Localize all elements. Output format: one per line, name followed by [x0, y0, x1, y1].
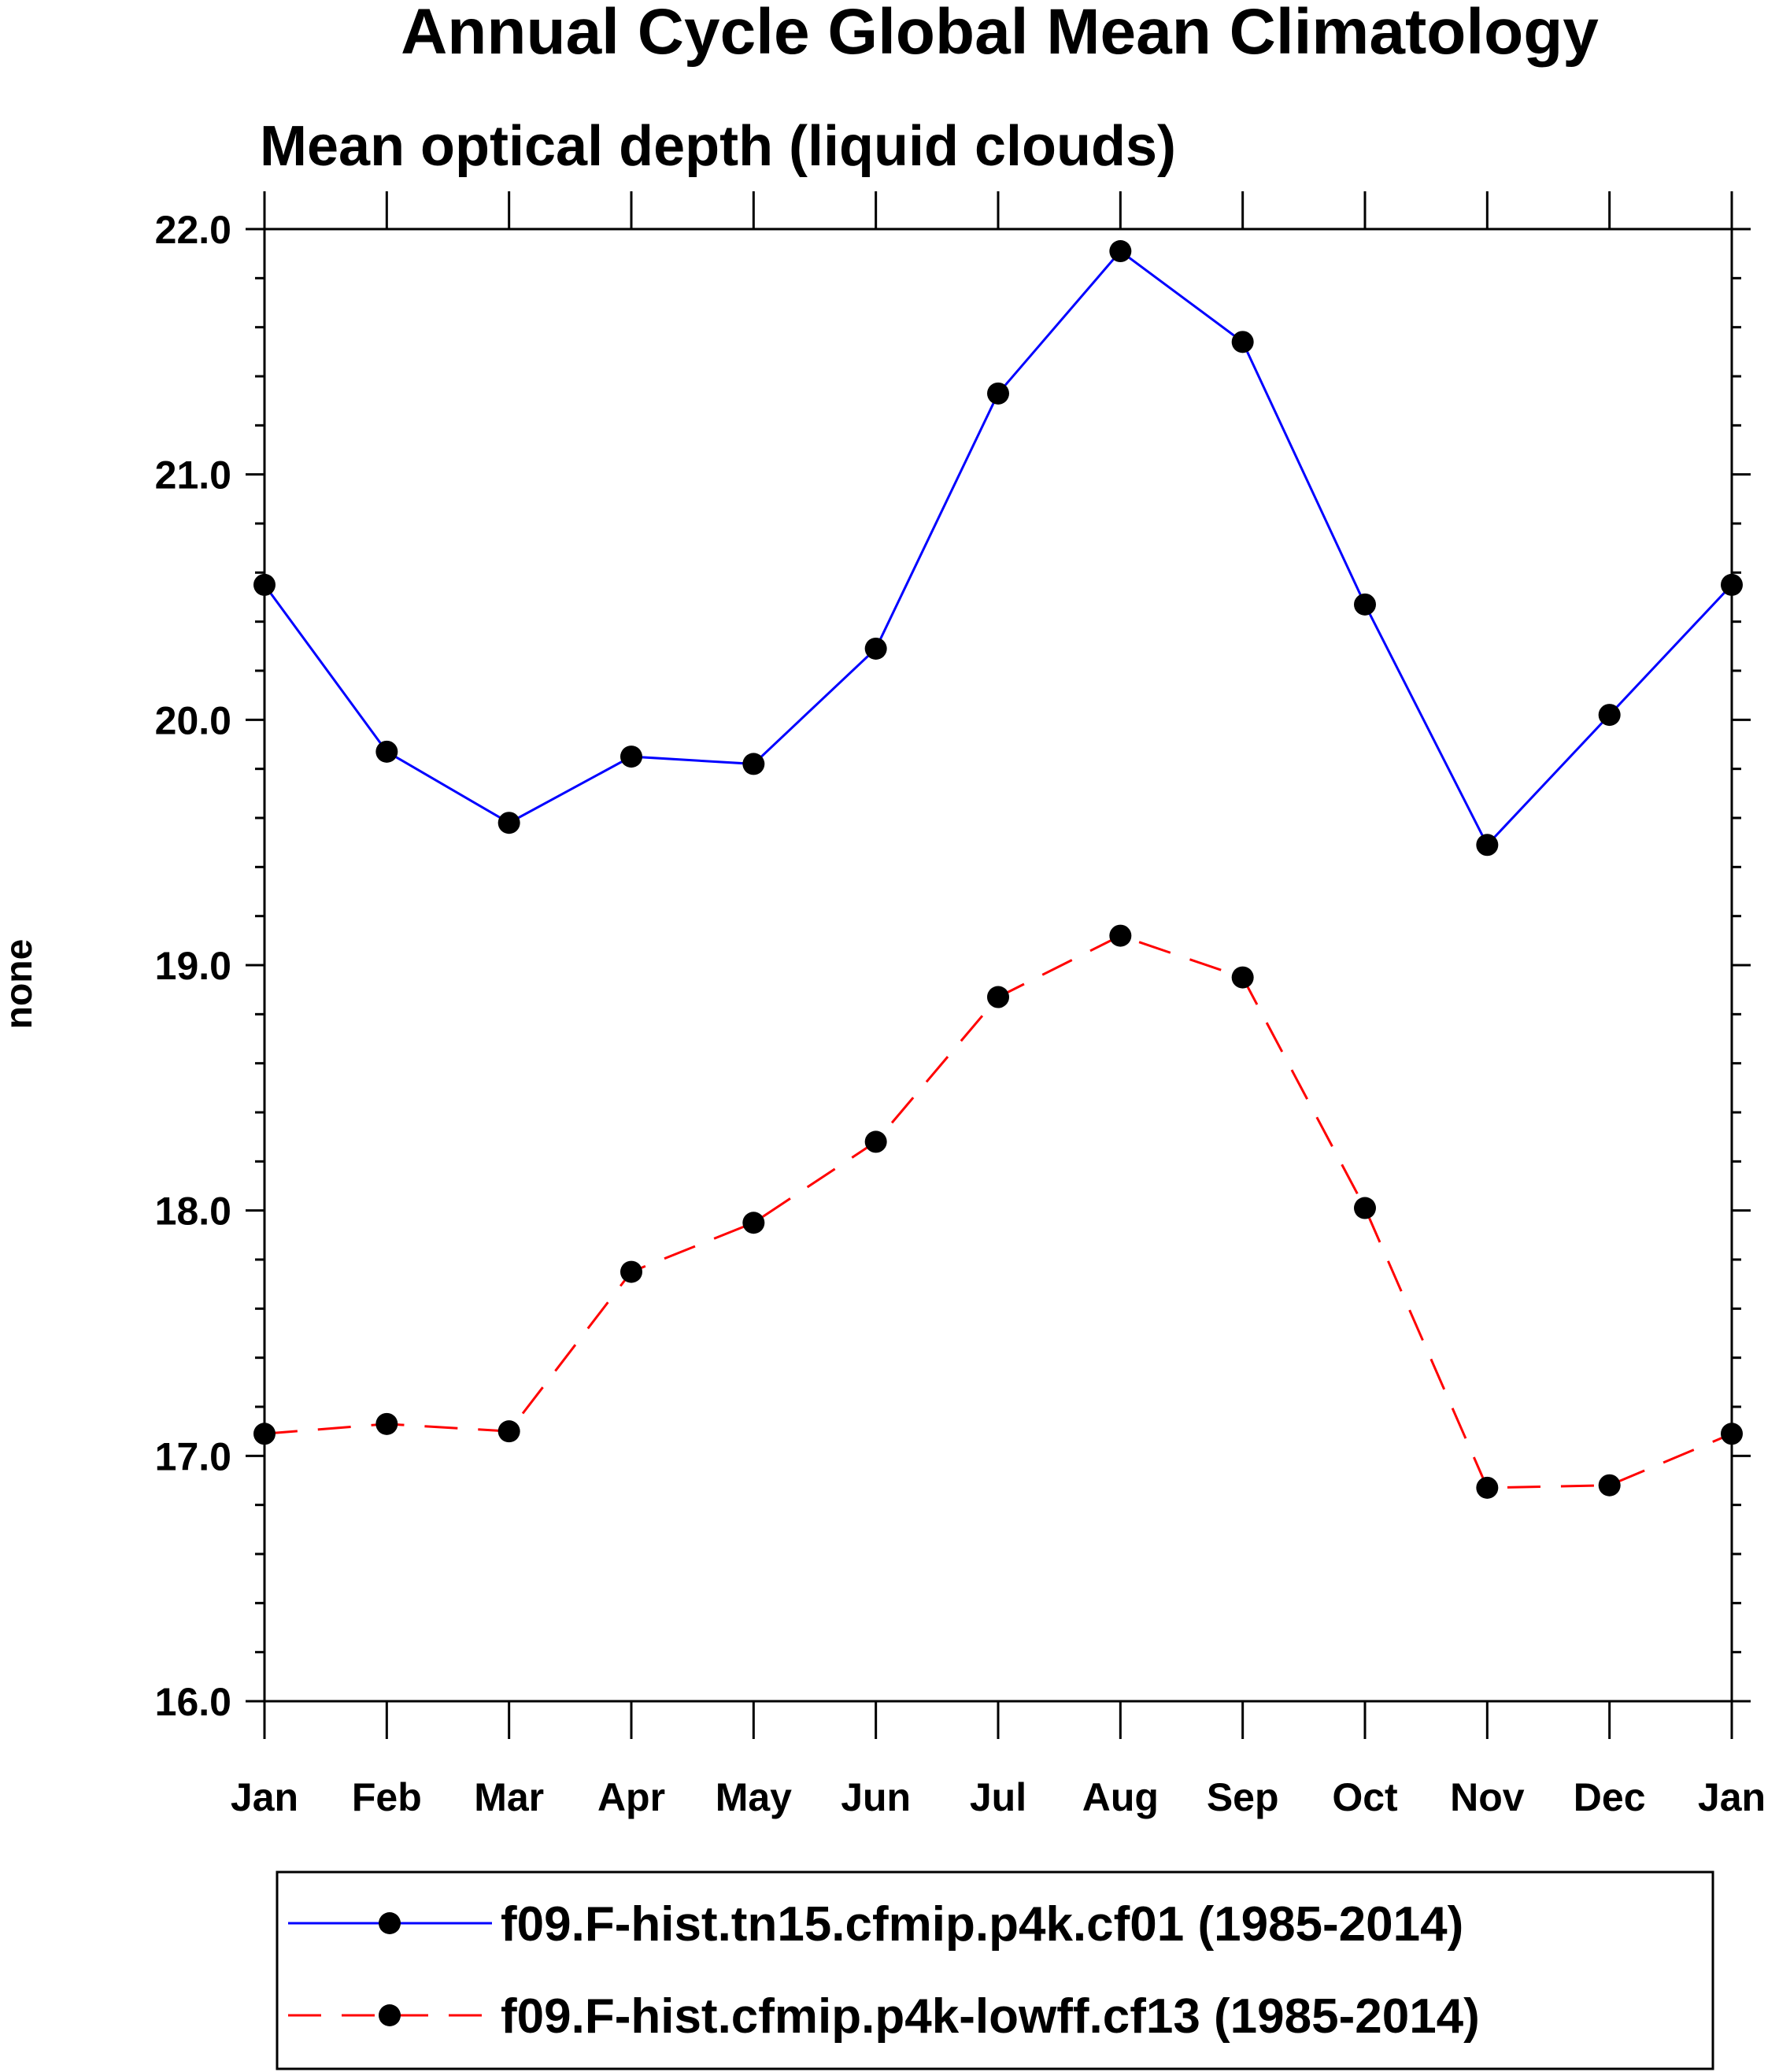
x-tick-label: Jan [1698, 1775, 1766, 1819]
data-point [987, 986, 1009, 1008]
x-tick-label: May [716, 1775, 792, 1819]
chart-subtitle: Mean optical depth (liquid clouds) [260, 115, 1176, 178]
legend-box [276, 1870, 1714, 2070]
data-point [620, 746, 642, 768]
y-tick-label: 22.0 [155, 208, 231, 252]
y-tick-label: 19.0 [155, 944, 231, 988]
data-point [1598, 1474, 1621, 1497]
legend: f09.F-hist.tn15.cfmip.p4k.cf01 (1985-201… [288, 1897, 1480, 2044]
x-tick-label: Jun [841, 1775, 911, 1819]
data-point [864, 1130, 887, 1153]
data-point [742, 1212, 765, 1234]
y-tick-label: 18.0 [155, 1190, 231, 1234]
data-point [1721, 1423, 1743, 1445]
data-point [987, 382, 1009, 405]
data-point [1231, 331, 1254, 353]
legend-marker [379, 2004, 401, 2026]
legend-marker [379, 1912, 401, 1934]
chart-title: Annual Cycle Global Mean Climatology [401, 0, 1599, 68]
series-line-1 [263, 250, 1733, 847]
data-point [1231, 966, 1254, 989]
y-tick-label: 20.0 [155, 698, 231, 742]
data-point [864, 637, 887, 660]
data-point [497, 812, 520, 834]
data-point [1354, 593, 1376, 616]
plot-frame [263, 228, 1733, 1703]
x-tick-label: Mar [474, 1775, 544, 1819]
y-axis-label: none [0, 939, 40, 1030]
data-point [497, 1420, 520, 1443]
data-point [742, 753, 765, 775]
x-tick-label: Dec [1574, 1775, 1646, 1819]
data-point [1598, 704, 1621, 727]
data-point [375, 1412, 398, 1435]
legend-label: f09.F-hist.tn15.cfmip.p4k.cf01 (1985-201… [501, 1897, 1463, 1952]
data-point [1109, 924, 1132, 947]
x-tick-label: Nov [1450, 1775, 1525, 1819]
plot-area [253, 240, 1743, 1499]
data-point [1476, 834, 1499, 857]
data-point [375, 740, 398, 763]
x-tick-label: Jan [231, 1775, 298, 1819]
data-point [253, 573, 276, 596]
x-tick-label: Apr [597, 1775, 665, 1819]
data-point [1109, 240, 1132, 263]
x-tick-label: Feb [352, 1775, 422, 1819]
data-point [253, 1423, 276, 1445]
y-tick-label: 21.0 [155, 453, 231, 498]
data-point [1354, 1197, 1376, 1219]
x-axis: Jan Feb Mar Apr May Jun Jul Aug Sep Oct Nov Dec Jan [231, 191, 1766, 1819]
series-line-2 [264, 934, 1733, 1489]
y-tick-label: 16.0 [155, 1680, 231, 1724]
y-axis: 16.0 17.0 18.0 19.0 20.0 21.0 22.0 [155, 208, 1751, 1724]
legend-label: f09.F-hist.cfmip.p4k-lowff.cf13 (1985-20… [501, 1989, 1480, 2044]
x-tick-label: Aug [1082, 1775, 1159, 1819]
x-tick-label: Oct [1332, 1775, 1398, 1819]
data-point [1721, 573, 1743, 596]
x-tick-label: Sep [1207, 1775, 1279, 1819]
y-tick-label: 17.0 [155, 1434, 231, 1478]
x-tick-label: Jul [970, 1775, 1026, 1819]
data-point [620, 1260, 642, 1283]
data-point [1476, 1476, 1499, 1499]
